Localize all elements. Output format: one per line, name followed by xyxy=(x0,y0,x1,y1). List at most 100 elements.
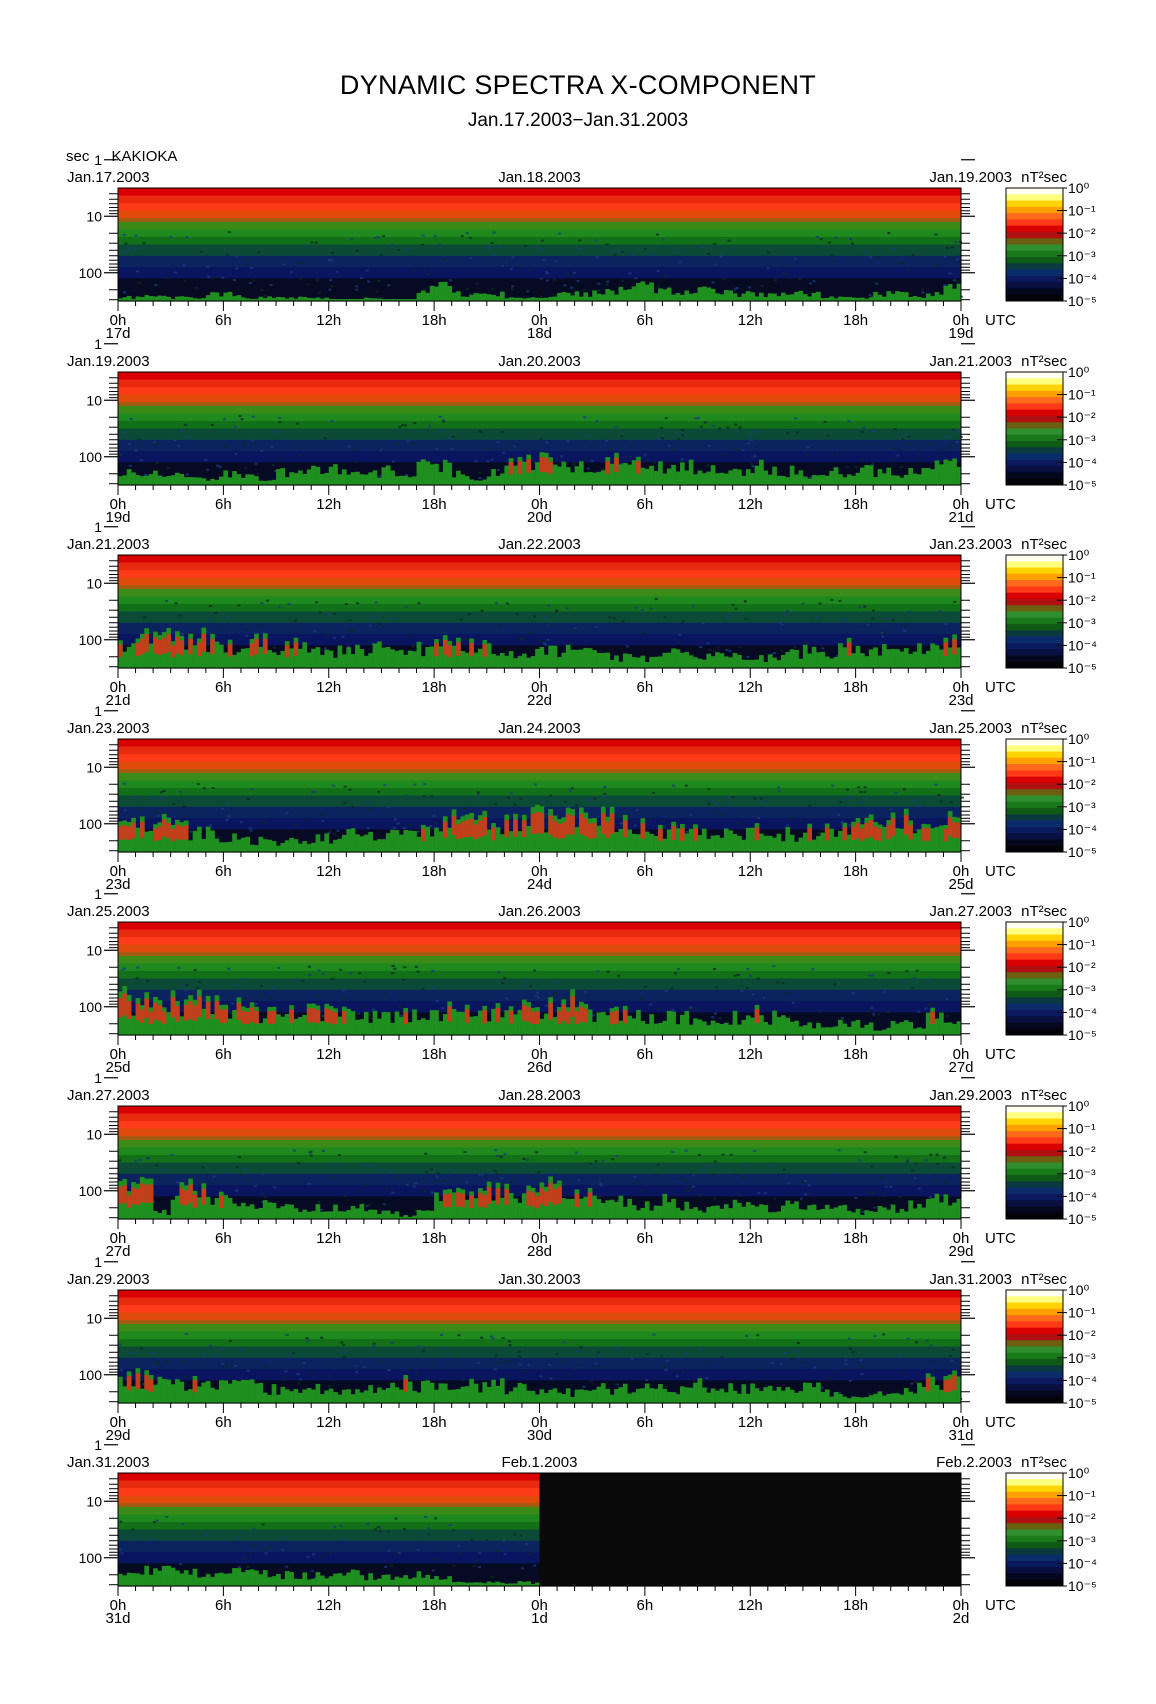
x-tick-label: 12h xyxy=(738,863,763,880)
spectrum-band xyxy=(118,641,961,646)
activity-mark xyxy=(671,648,676,668)
spectrum-speckle xyxy=(656,1008,660,1011)
activity-mark xyxy=(232,1379,237,1403)
activity-mark xyxy=(166,1379,171,1403)
spectrum-speckle xyxy=(387,1369,391,1372)
activity-mark xyxy=(864,298,870,301)
activity-mark xyxy=(912,295,918,301)
spectrum-speckle xyxy=(206,1572,210,1575)
activity-peak xyxy=(139,639,145,655)
spectrum-speckle xyxy=(320,1208,324,1211)
spectrum-speckle xyxy=(885,617,889,620)
spectrum-speckle xyxy=(870,1007,874,1010)
activity-peak xyxy=(535,811,540,834)
activity-mark xyxy=(227,291,233,301)
colorbar-swatch xyxy=(1006,928,1063,936)
colorbar-swatch xyxy=(1006,1384,1063,1391)
spectrum-speckle xyxy=(376,290,380,293)
spectrum-speckle xyxy=(212,1175,216,1178)
spectrum-speckle xyxy=(565,607,569,610)
activity-mark xyxy=(934,1193,940,1219)
activity-peak xyxy=(473,824,479,840)
spectrum-band xyxy=(118,799,961,804)
activity-mark xyxy=(218,296,224,301)
spectrum-speckle xyxy=(143,616,147,619)
spectrum-speckle xyxy=(886,807,890,810)
activity-mark xyxy=(587,1390,593,1403)
activity-mark xyxy=(737,1202,742,1219)
spectrum-speckle xyxy=(413,269,417,272)
activity-mark xyxy=(807,1205,813,1219)
activity-peak xyxy=(570,815,575,835)
activity-peak xyxy=(183,1190,189,1206)
activity-mark xyxy=(785,477,791,485)
activity-peak xyxy=(495,1007,501,1023)
activity-mark xyxy=(741,293,747,301)
spectrum-speckle xyxy=(665,1385,669,1388)
spectrum-speckle xyxy=(517,265,521,268)
activity-mark xyxy=(276,845,281,852)
y-tick-label: 1 xyxy=(94,152,102,168)
activity-mark xyxy=(622,653,628,668)
activity-peak xyxy=(482,1195,488,1208)
spectrum-speckle xyxy=(195,986,199,989)
spectrum-speckle xyxy=(494,1149,498,1152)
spectrum-speckle xyxy=(359,277,363,280)
spectrum-speckle xyxy=(331,784,335,787)
x-tick-label: 6h xyxy=(215,496,232,513)
spectrum-speckle xyxy=(898,1196,902,1199)
activity-mark xyxy=(478,648,483,668)
activity-mark xyxy=(868,1022,874,1035)
spectrum-speckle xyxy=(480,1336,484,1339)
spectrum-band xyxy=(118,387,961,392)
spectrum-speckle xyxy=(496,469,500,472)
spectrum-speckle xyxy=(928,1196,932,1199)
activity-mark xyxy=(763,1205,769,1219)
activity-mark xyxy=(881,1029,887,1035)
spectrum-band xyxy=(118,630,961,635)
spectrum-speckle xyxy=(201,1166,205,1169)
spectrum-speckle xyxy=(671,1008,675,1011)
x-tick-label: 6h xyxy=(637,1414,654,1431)
colorbar-swatch xyxy=(1006,225,1063,233)
spectrum-speckle xyxy=(507,796,511,799)
activity-mark xyxy=(249,1204,255,1219)
spectrum-speckle xyxy=(434,447,438,450)
spectrum-speckle xyxy=(336,829,340,832)
activity-peak xyxy=(565,814,571,835)
spectrum-speckle xyxy=(306,1339,310,1342)
spectrum-speckle xyxy=(223,418,227,421)
spectrum-speckle xyxy=(850,242,854,245)
activity-mark xyxy=(153,1568,158,1586)
activity-mark xyxy=(662,1388,668,1403)
spectrum-speckle xyxy=(847,1337,851,1340)
activity-mark xyxy=(829,1396,834,1403)
y-tick-label: 1 xyxy=(94,519,102,535)
activity-mark xyxy=(368,298,373,301)
activity-peak xyxy=(434,643,439,657)
spectrum-speckle xyxy=(521,1370,525,1373)
activity-mark xyxy=(956,1198,962,1219)
spectrum-panel: Jan.29.2003 Jan.30.2003 Jan.31.2003 nT²sec1… xyxy=(67,1254,1097,1444)
spectrum-speckle xyxy=(940,819,944,822)
spectrum-band xyxy=(118,566,961,571)
activity-mark xyxy=(767,1212,773,1219)
activity-mark xyxy=(517,1581,523,1586)
spectrum-speckle xyxy=(431,1569,435,1572)
activity-mark xyxy=(873,1211,878,1219)
spectrum-band xyxy=(118,784,961,789)
spectrum-speckle xyxy=(605,243,609,246)
colorbar-tick-label: 10⁻¹ xyxy=(1068,1305,1096,1321)
day-label: 31d xyxy=(948,1427,973,1444)
activity-mark xyxy=(258,646,264,668)
activity-mark xyxy=(381,299,387,301)
day-label: 19d xyxy=(948,325,973,342)
spectrum-band xyxy=(118,573,961,579)
spectrum-speckle xyxy=(361,1202,365,1205)
spectrum-speckle xyxy=(753,797,757,800)
activity-mark xyxy=(131,1015,136,1035)
spectrum-speckle xyxy=(327,613,331,616)
spectrum-speckle xyxy=(503,1553,507,1556)
activity-mark xyxy=(284,477,290,485)
activity-mark xyxy=(227,1018,233,1035)
